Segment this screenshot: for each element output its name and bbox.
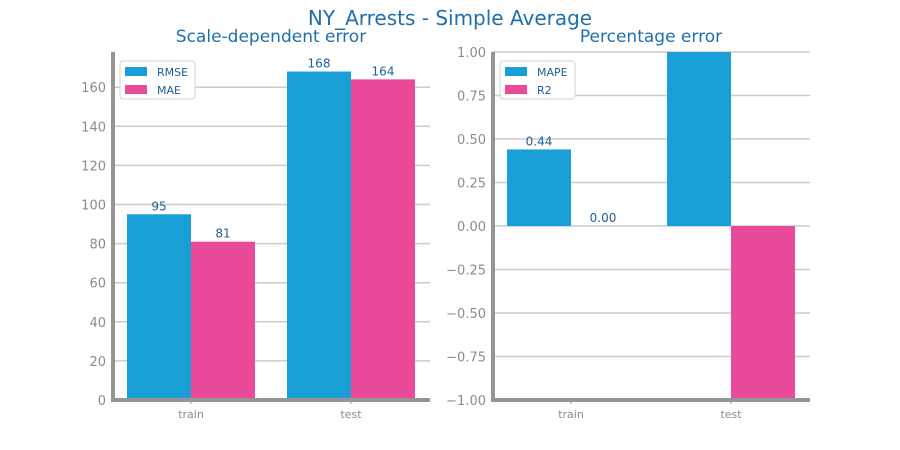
bar-rmse-test xyxy=(287,71,351,400)
y-tick-label: 80 xyxy=(89,238,106,253)
y-tick-label: 160 xyxy=(81,81,106,96)
bar-mae-train xyxy=(191,241,255,400)
legend-label: MAE xyxy=(157,84,181,97)
y-tick-label: −0.75 xyxy=(446,351,486,366)
y-tick-label: 40 xyxy=(89,316,106,331)
y-tick-label: 20 xyxy=(89,355,106,370)
y-tick-label: 0.00 xyxy=(457,220,486,235)
bar-mape-test xyxy=(667,52,731,226)
legend-swatch-rmse xyxy=(125,67,147,76)
data-label: 0.44 xyxy=(526,134,553,148)
data-label: 168 xyxy=(308,57,331,71)
y-tick-label: −0.25 xyxy=(446,264,486,279)
bar-mae-test xyxy=(351,79,415,400)
legend-label: MAPE xyxy=(537,66,568,79)
y-tick-label: −0.50 xyxy=(446,307,486,322)
y-tick-label: 60 xyxy=(89,277,106,292)
chart-scale-dependent-error: Scale-dependent error 0 20 40 60 80 100 120 140 1… xyxy=(81,27,430,421)
y-tick-label: −1.00 xyxy=(446,394,486,409)
x-tick-label: train xyxy=(178,408,204,421)
bar-rmse-train xyxy=(127,214,191,400)
y-tick-label: 1.00 xyxy=(457,46,486,61)
y-tick-label: 140 xyxy=(81,120,106,135)
legend: MAPE R2 xyxy=(499,60,576,100)
bar-mape-train xyxy=(507,149,571,226)
data-label: 0.00 xyxy=(590,211,617,225)
subplot-title: Scale-dependent error xyxy=(176,27,366,47)
bar-r2-test xyxy=(731,226,795,400)
figure-title: NY_Arrests - Simple Average xyxy=(308,6,592,30)
legend-swatch-r2 xyxy=(505,85,527,94)
legend-swatch-mape xyxy=(505,67,527,76)
y-tick-label: 100 xyxy=(81,198,106,213)
legend-label: R2 xyxy=(537,84,552,97)
y-tick-label: 0.25 xyxy=(457,177,486,192)
data-label: 164 xyxy=(372,64,395,78)
y-tick-label: 0.50 xyxy=(457,133,486,148)
y-tick-label: 0.75 xyxy=(457,90,486,105)
legend-label: RMSE xyxy=(157,66,188,79)
x-tick-label: test xyxy=(720,408,742,421)
y-tick-label: 120 xyxy=(81,159,106,174)
y-tick-label: 0 xyxy=(98,394,106,409)
data-label: 81 xyxy=(215,227,230,241)
subplot-title: Percentage error xyxy=(580,27,722,47)
x-tick-label: test xyxy=(340,408,362,421)
chart-percentage-error: Percentage error −1.00 −0.75 −0.50 −0.25 0.00… xyxy=(446,27,810,421)
x-tick-label: train xyxy=(558,408,584,421)
legend: RMSE MAE xyxy=(119,60,196,100)
data-label: 95 xyxy=(151,199,166,213)
legend-swatch-mae xyxy=(125,85,147,94)
